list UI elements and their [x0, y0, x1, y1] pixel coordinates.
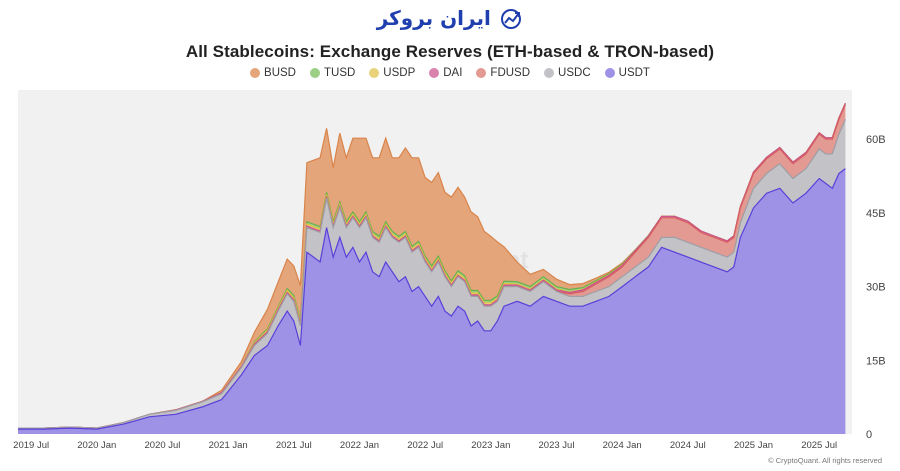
legend-swatch: [429, 68, 440, 78]
series-area-usdt: [18, 168, 846, 434]
legend-swatch: [544, 68, 555, 78]
legend-label: FDUSD: [490, 67, 531, 79]
legend-item-usdp[interactable]: USDP: [369, 67, 415, 79]
series-line-dai: [18, 103, 846, 429]
legend-label: USDT: [618, 67, 650, 79]
legend-label: DAI: [443, 67, 463, 79]
legend-swatch: [476, 68, 487, 78]
x-tick-label: 2024 Jan: [603, 440, 642, 451]
x-tick-label: 2025 Jul: [801, 440, 837, 451]
x-tick-label: 2021 Jan: [209, 440, 248, 451]
x-tick-label: 2022 Jul: [407, 440, 443, 451]
x-tick-label: 2023 Jan: [471, 440, 510, 451]
legend-swatch: [604, 68, 615, 78]
brand-name: ایران بروکر: [376, 6, 491, 30]
legend-swatch: [369, 68, 380, 78]
x-tick-label: 2022 Jan: [340, 440, 379, 451]
legend-label: TUSD: [323, 67, 356, 79]
series-line-usdc: [18, 119, 846, 429]
chart-legend: BUSD TUSD USDP DAI FDUSD USDC USDT: [0, 67, 900, 79]
legend-item-fdusd[interactable]: FDUSD: [476, 67, 530, 79]
legend-label: USDP: [383, 67, 416, 79]
legend-item-usdc[interactable]: USDC: [544, 67, 591, 79]
legend-label: USDC: [558, 67, 591, 79]
series-area-usdc: [18, 119, 846, 430]
y-tick-label: 30B: [866, 282, 886, 294]
y-tick-label: 60B: [866, 134, 886, 146]
chart-trend-icon: [501, 9, 522, 29]
brand-logo: ایران بروکر: [0, 6, 900, 30]
chart-title: All Stablecoins: Exchange Reserves (ETH-…: [185, 42, 715, 61]
y-tick-label: 45B: [866, 208, 886, 220]
x-tick-label: 2023 Jul: [539, 440, 575, 451]
legend-swatch: [309, 68, 320, 78]
x-tick-label: 2020 Jul: [145, 440, 181, 451]
legend-item-dai[interactable]: DAI: [429, 67, 462, 79]
legend-item-tusd[interactable]: TUSD: [309, 67, 356, 79]
x-tick-label: 2019 Jul: [13, 440, 49, 451]
legend-swatch: [250, 68, 261, 78]
x-tick-label: 2021 Jul: [276, 440, 312, 451]
series-line-usdt: [18, 168, 846, 430]
y-tick-label: 0: [866, 429, 872, 441]
y-tick-label: 15B: [866, 355, 886, 367]
legend-item-usdt[interactable]: USDT: [604, 67, 650, 79]
legend-label: BUSD: [264, 67, 296, 79]
legend-item-busd[interactable]: BUSD: [250, 67, 296, 79]
x-tick-label: 2024 Jul: [670, 440, 706, 451]
x-tick-label: 2025 Jan: [734, 440, 773, 451]
x-tick-label: 2020 Jan: [77, 440, 116, 451]
copyright-credit: © CryptoQuant. All rights reserved: [768, 456, 882, 465]
